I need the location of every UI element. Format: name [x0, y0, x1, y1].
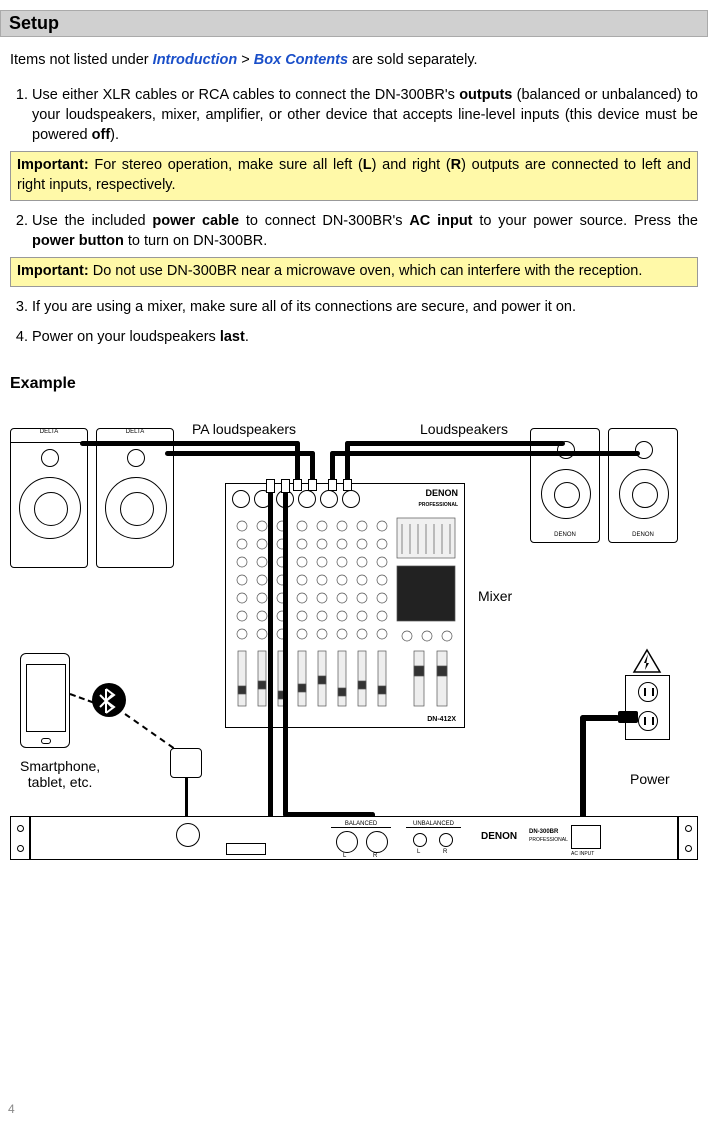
power-cable-v — [580, 715, 586, 821]
label-smartphone: Smartphone, tablet, etc. — [20, 758, 100, 790]
cable-mix-v2 — [283, 491, 288, 817]
label-loudspeakers: Loudspeakers — [420, 421, 508, 437]
s2-f: power button — [32, 233, 124, 249]
rack-unbalanced-label: UNBALANCED — [406, 821, 461, 828]
label-power: Power — [630, 771, 670, 787]
s1-e: ). — [110, 127, 119, 143]
s2-d: AC input — [409, 213, 472, 229]
pa-speaker-right: DELTA — [96, 428, 174, 568]
cable-mix-v1 — [268, 491, 273, 823]
step-4: Power on your loudspeakers last. — [32, 327, 698, 347]
rack-model: DN-300BR — [529, 829, 558, 835]
c2-b: Do not use DN-300BR near a microwave ove… — [89, 263, 643, 279]
callout-2: Important: Do not use DN-300BR near a mi… — [10, 257, 698, 287]
rack-unit: BALANCED L R UNBALANCED L R DENON PROFES… — [30, 816, 678, 860]
plug-pa-2 — [308, 479, 317, 491]
c1-e: R — [451, 157, 461, 173]
power-plug — [618, 711, 638, 723]
rack-xlr-L-lbl: L — [343, 853, 346, 859]
s4-c: . — [245, 329, 249, 345]
intro-paragraph: Items not listed under Introduction > Bo… — [0, 51, 708, 71]
intro-link-1: Introduction — [153, 52, 238, 68]
c1-d: ) and right ( — [372, 157, 451, 173]
brand-denon-mon-2: DENON — [609, 532, 677, 538]
s2-b: power cable — [152, 213, 239, 229]
power-outlet — [625, 675, 670, 740]
step-3: If you are using a mixer, make sure all … — [32, 297, 698, 317]
rack-pair-button — [226, 843, 266, 855]
rack-balanced-label: BALANCED — [331, 821, 391, 828]
pa-speaker-left: DELTA — [10, 428, 88, 568]
plug-ls-1 — [328, 479, 337, 491]
s2-a: Use the included — [32, 213, 152, 229]
mixer-device: DENON PROFESSIONAL — [225, 483, 465, 728]
mixer-detail-svg — [232, 516, 460, 716]
mixer-model: DN-412X — [427, 716, 456, 723]
c1-a: Important: — [17, 157, 89, 173]
setup-steps: Use either XLR cables or RCA cables to c… — [0, 85, 708, 348]
s4-b: last — [220, 329, 245, 345]
cable-ls-h1 — [345, 441, 565, 446]
intro-link-2: Box Contents — [254, 52, 348, 68]
intro-sep: > — [237, 52, 254, 68]
callout-1: Important: For stereo operation, make su… — [10, 151, 698, 200]
rack-rca-L — [413, 833, 427, 847]
mixer-brand: DENON — [425, 488, 458, 498]
power-cable-h1 — [580, 715, 620, 721]
rack-brand: DENON — [481, 831, 517, 842]
rack-xlr-R-lbl: R — [373, 853, 377, 859]
bt-receiver-icon — [170, 748, 202, 778]
high-voltage-icon — [632, 648, 662, 674]
loudspeaker-right: DENON — [608, 428, 678, 543]
rack-ac-socket — [571, 825, 601, 849]
s2-e: to your power source. Press the — [473, 213, 698, 229]
s2-g: to turn on DN-300BR. — [124, 233, 267, 249]
cable-ls-h2 — [330, 451, 640, 456]
s1-b: outputs — [459, 87, 512, 103]
rack-ear-right — [678, 816, 698, 860]
rack-rca-L-lbl: L — [417, 849, 420, 855]
s1-a: Use either XLR cables or RCA cables to c… — [32, 87, 459, 103]
rack-ear-left — [10, 816, 30, 860]
s2-c: to connect DN-300BR's — [239, 213, 409, 229]
smartphone-icon — [20, 653, 70, 748]
brand-delta-1: DELTA — [40, 429, 58, 435]
plug-pa-1 — [293, 479, 302, 491]
bt-dash-1 — [70, 693, 94, 703]
label-mixer: Mixer — [478, 588, 512, 604]
rack-xlr-R — [366, 831, 388, 853]
setup-diagram: PA loudspeakers Loudspeakers Mixer Smart… — [10, 413, 698, 913]
c1-c: L — [363, 157, 372, 173]
step-2: Use the included power cable to connect … — [32, 211, 698, 287]
step-1: Use either XLR cables or RCA cables to c… — [32, 85, 698, 201]
example-header: Example — [0, 375, 708, 393]
rack-xlr-L — [336, 831, 358, 853]
mixer-brand-sub: PROFESSIONAL — [419, 502, 458, 508]
intro-prefix: Items not listed under — [10, 52, 153, 68]
brand-denon-mon-1: DENON — [531, 532, 599, 538]
rack-ac-label: AC INPUT — [571, 851, 594, 857]
intro-suffix: are sold separately. — [348, 52, 478, 68]
cable-pa-h1 — [80, 441, 300, 446]
s1-d: off — [92, 127, 111, 143]
s4-a: Power on your loudspeakers — [32, 329, 220, 345]
plug-ls-2 — [343, 479, 352, 491]
brand-delta-2: DELTA — [126, 429, 144, 435]
section-header: Setup — [0, 10, 708, 37]
rack-rca-R-lbl: R — [443, 849, 447, 855]
c2-a: Important: — [17, 263, 89, 279]
plug-mix-top2 — [281, 479, 290, 493]
cable-pa-h2 — [165, 451, 315, 456]
rack-brand-sub: PROFESSIONAL — [529, 837, 568, 843]
bluetooth-icon — [92, 683, 126, 717]
plug-mix-top1 — [266, 479, 275, 493]
rack-rca-R — [439, 833, 453, 847]
rack-antenna-port — [176, 823, 200, 847]
label-pa-loudspeakers: PA loudspeakers — [192, 421, 296, 437]
c1-b: For stereo operation, make sure all left… — [89, 157, 363, 173]
